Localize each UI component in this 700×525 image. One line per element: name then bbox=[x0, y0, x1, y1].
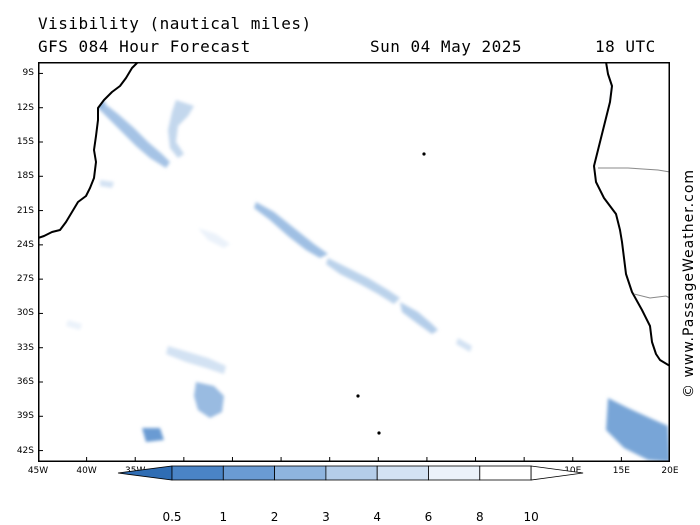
fog-patch-mid-3 bbox=[456, 338, 472, 352]
colorbar-label: 8 bbox=[475, 510, 484, 524]
lat-tick-label: 30S bbox=[16, 308, 34, 319]
forecast-date-label: Sun 04 May 2025 bbox=[370, 37, 522, 56]
colorbar-label: 6 bbox=[424, 510, 433, 524]
colorbar-max-arrow bbox=[530, 465, 584, 481]
fog-patch-brazil-offshore bbox=[168, 100, 194, 158]
colorbar-segment bbox=[325, 465, 378, 481]
colorbar-label: 2 bbox=[270, 510, 279, 524]
fog-patch-mid-2 bbox=[66, 320, 82, 330]
lat-tick-label: 42S bbox=[16, 445, 34, 456]
visibility-map bbox=[38, 62, 670, 462]
fog-patch-sw-3 bbox=[142, 428, 164, 442]
colorbar-segment bbox=[376, 465, 429, 481]
lat-tick-label: 24S bbox=[16, 239, 34, 250]
lat-tick-label: 21S bbox=[16, 205, 34, 216]
lat-tick-label: 15S bbox=[16, 137, 34, 147]
lat-tick-label: 12S bbox=[16, 102, 34, 113]
colorbar-label: 10 bbox=[523, 510, 539, 524]
lat-tick-label: 27S bbox=[16, 274, 34, 285]
lon-tick-label: 15E bbox=[612, 466, 630, 476]
fog-patch-mid-1 bbox=[198, 228, 230, 248]
colorbar-segment bbox=[479, 465, 532, 481]
map-title: Visibility (nautical miles) bbox=[38, 14, 312, 33]
island-tristan bbox=[356, 394, 360, 398]
colorbar-label: 0.5 bbox=[162, 510, 182, 524]
colorbar-label: 3 bbox=[322, 510, 330, 524]
forecast-time-label: 18 UTC bbox=[595, 37, 656, 56]
lat-tick-label: 18S bbox=[16, 171, 34, 182]
fog-patch-south-brazil bbox=[100, 180, 114, 188]
fog-band-frontal-2 bbox=[326, 258, 400, 304]
forecast-model-label: GFS 084 Hour Forecast bbox=[38, 37, 251, 56]
colorbar-label: 4 bbox=[373, 510, 382, 524]
lat-tick-label: 33S bbox=[16, 342, 34, 353]
credit-watermark: © www.PassageWeather.com bbox=[681, 168, 697, 398]
south-america-landmass bbox=[38, 62, 139, 239]
lon-tick-label: 20E bbox=[661, 466, 679, 476]
country-border-namibia-angola bbox=[598, 167, 670, 173]
lat-tick-label: 39S bbox=[16, 411, 34, 422]
fog-band-frontal-3 bbox=[400, 302, 438, 334]
island-gough bbox=[377, 431, 381, 435]
colorbar-min-arrow bbox=[117, 465, 173, 481]
fog-patch-se-1 bbox=[606, 398, 670, 462]
fog-band-frontal-1 bbox=[254, 202, 328, 258]
fog-patch-sw-1 bbox=[166, 346, 226, 374]
lat-tick-label: 36S bbox=[16, 377, 34, 387]
lat-tick-label: 9S bbox=[22, 68, 34, 79]
africa-landmass bbox=[593, 62, 670, 367]
country-border-namibia-south-africa bbox=[633, 293, 670, 299]
colorbar-segment bbox=[222, 465, 276, 481]
lon-tick-label: 10E bbox=[564, 466, 582, 476]
visibility-colorbar bbox=[117, 465, 584, 481]
colorbar-segment bbox=[428, 465, 481, 481]
map-frame bbox=[38, 62, 670, 462]
map-ticks bbox=[38, 72, 670, 462]
colorbar-label: 1 bbox=[219, 510, 228, 524]
lon-tick-label: 40W bbox=[76, 466, 97, 476]
fog-patch-brazil-coast bbox=[96, 100, 170, 168]
colorbar-segment bbox=[171, 465, 224, 481]
colorbar-segment bbox=[274, 465, 327, 481]
visibility-fields bbox=[66, 70, 670, 462]
fog-patch-sw-2 bbox=[194, 382, 224, 418]
island-st-helena bbox=[422, 152, 426, 156]
lon-tick-label: 45W bbox=[27, 466, 49, 476]
